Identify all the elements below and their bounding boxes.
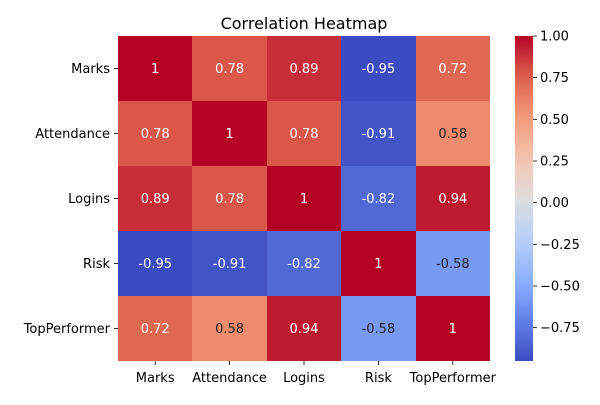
colorbar-tick-label: −0.75 <box>540 321 580 336</box>
cell-value-label: -0.58 <box>436 257 470 272</box>
heatmap-cell <box>192 36 267 101</box>
heatmap-cell <box>267 231 341 296</box>
y-axis: Marks Attendance Logins Risk TopPerformer <box>23 62 118 337</box>
heatmap-cell <box>118 296 192 361</box>
cell-value-label: 0.72 <box>141 322 170 337</box>
heatmap-cell <box>192 231 267 296</box>
y-tick-label: Marks <box>71 62 110 77</box>
cell-value-label: 0.58 <box>215 322 244 337</box>
heatmap-cell <box>416 101 490 166</box>
heatmap-cell-labels: 1 0.78 0.89 -0.95 0.72 0.78 1 0.78 -0.91 0.58 0.89… <box>138 62 469 337</box>
cell-value-label: -0.95 <box>362 62 396 77</box>
cell-value-label: 0.94 <box>290 322 319 337</box>
colorbar-tick-label: 0.00 <box>540 196 569 211</box>
x-tick-label: Risk <box>365 371 392 386</box>
heatmap-cell <box>192 101 267 166</box>
heatmap-cell <box>192 166 267 231</box>
colorbar-tick-label: 0.25 <box>540 155 569 170</box>
cell-value-label: 1 <box>300 192 308 207</box>
cell-value-label: 0.78 <box>290 127 319 142</box>
y-tick-label: TopPerformer <box>23 322 111 337</box>
cell-value-label: -0.82 <box>362 192 396 207</box>
cell-value-label: 1 <box>374 257 382 272</box>
cell-value-label: -0.91 <box>213 257 247 272</box>
heatmap-cell <box>341 231 416 296</box>
x-axis: Marks Attendance Logins Risk TopPerformer <box>136 361 497 386</box>
heatmap-cell <box>267 166 341 231</box>
heatmap-cell <box>341 36 416 101</box>
cell-value-label: 1 <box>449 322 457 337</box>
colorbar-tick-label: 0.75 <box>540 71 569 86</box>
x-tick-label: TopPerformer <box>409 371 497 386</box>
heatmap-cell <box>118 36 192 101</box>
cell-value-label: 0.94 <box>438 192 467 207</box>
colorbar-tick-label: 1.00 <box>540 30 569 45</box>
heatmap-cell <box>341 296 416 361</box>
heatmap-cell <box>341 101 416 166</box>
cell-value-label: 0.72 <box>438 62 467 77</box>
colorbar-tick-label: −0.25 <box>540 238 580 253</box>
cell-value-label: 0.78 <box>215 62 244 77</box>
colorbar-gradient <box>515 36 533 361</box>
heatmap-cell <box>118 101 192 166</box>
heatmap-cell <box>267 296 341 361</box>
heatmap-cell <box>341 166 416 231</box>
cell-value-label: -0.95 <box>138 257 172 272</box>
heatmap-cell <box>192 296 267 361</box>
heatmap-cell <box>118 166 192 231</box>
cell-value-label: 0.89 <box>141 192 170 207</box>
y-tick-label: Attendance <box>35 127 110 142</box>
x-tick-label: Attendance <box>192 371 267 386</box>
cell-value-label: 1 <box>151 62 159 77</box>
heatmap-cell <box>267 101 341 166</box>
cell-value-label: -0.91 <box>362 127 396 142</box>
heatmap-cell <box>416 231 490 296</box>
chart-title: Correlation Heatmap <box>221 14 388 33</box>
cell-value-label: 0.78 <box>141 127 170 142</box>
heatmap-cell <box>416 36 490 101</box>
heatmap-cell <box>416 166 490 231</box>
colorbar-tick-label: −0.50 <box>540 280 580 295</box>
heatmap-cell <box>416 296 490 361</box>
heatmap-cells <box>118 36 490 361</box>
cell-value-label: 0.78 <box>215 192 244 207</box>
colorbar: 1.00 0.75 0.50 0.25 0.00 −0.25 −0.50 −0.75 <box>515 30 580 361</box>
cell-value-label: 0.89 <box>290 62 319 77</box>
y-tick-label: Logins <box>68 192 110 207</box>
heatmap-cell <box>267 36 341 101</box>
cell-value-label: -0.58 <box>362 322 396 337</box>
heatmap-cell <box>118 231 192 296</box>
colorbar-tick-label: 0.50 <box>540 113 569 128</box>
cell-value-label: -0.82 <box>287 257 321 272</box>
cell-value-label: 1 <box>225 127 233 142</box>
x-tick-label: Logins <box>283 371 325 386</box>
x-tick-label: Marks <box>136 371 175 386</box>
y-tick-label: Risk <box>83 257 110 272</box>
cell-value-label: 0.58 <box>438 127 467 142</box>
